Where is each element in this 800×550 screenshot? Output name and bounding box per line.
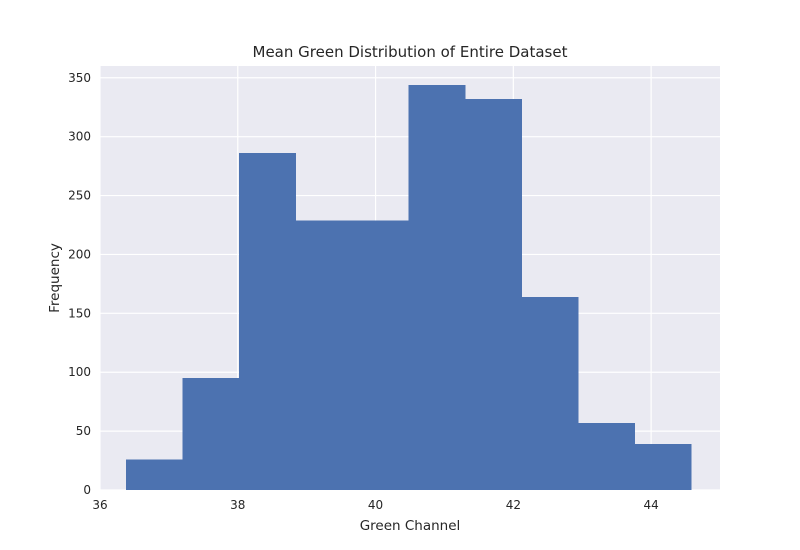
tick-labels: 36 38 40 42 44 0 50 100 150 200 250 300 350 [68,71,659,512]
x-tick-label: 36 [92,498,107,512]
histogram-bar [465,98,523,490]
y-tick-label: 250 [68,189,91,203]
histogram-bar [634,444,692,490]
x-tick-label: 42 [506,498,521,512]
histogram-bar [521,296,579,490]
histogram-bar [239,153,297,490]
y-tick-label: 100 [68,365,91,379]
y-tick-label: 150 [68,306,91,320]
x-tick-label: 38 [230,498,245,512]
chart-title: Mean Green Distribution of Entire Datase… [253,43,568,61]
histogram-bar [182,378,240,490]
histogram-bar [126,459,184,490]
histogram-bar [352,220,410,491]
y-axis-label: Frequency [47,243,63,313]
y-tick-label: 300 [68,130,91,144]
histogram-bar [408,84,466,490]
histogram-bar [295,220,353,491]
y-tick-label: 200 [68,247,91,261]
x-axis-label: Green Channel [360,518,461,534]
bars [126,84,692,491]
y-tick-label: 0 [83,483,91,497]
x-tick-label: 44 [643,498,658,512]
histogram-bar [578,422,636,490]
y-tick-label: 50 [76,424,91,438]
y-tick-label: 350 [68,71,91,85]
x-tick-label: 40 [368,498,383,512]
